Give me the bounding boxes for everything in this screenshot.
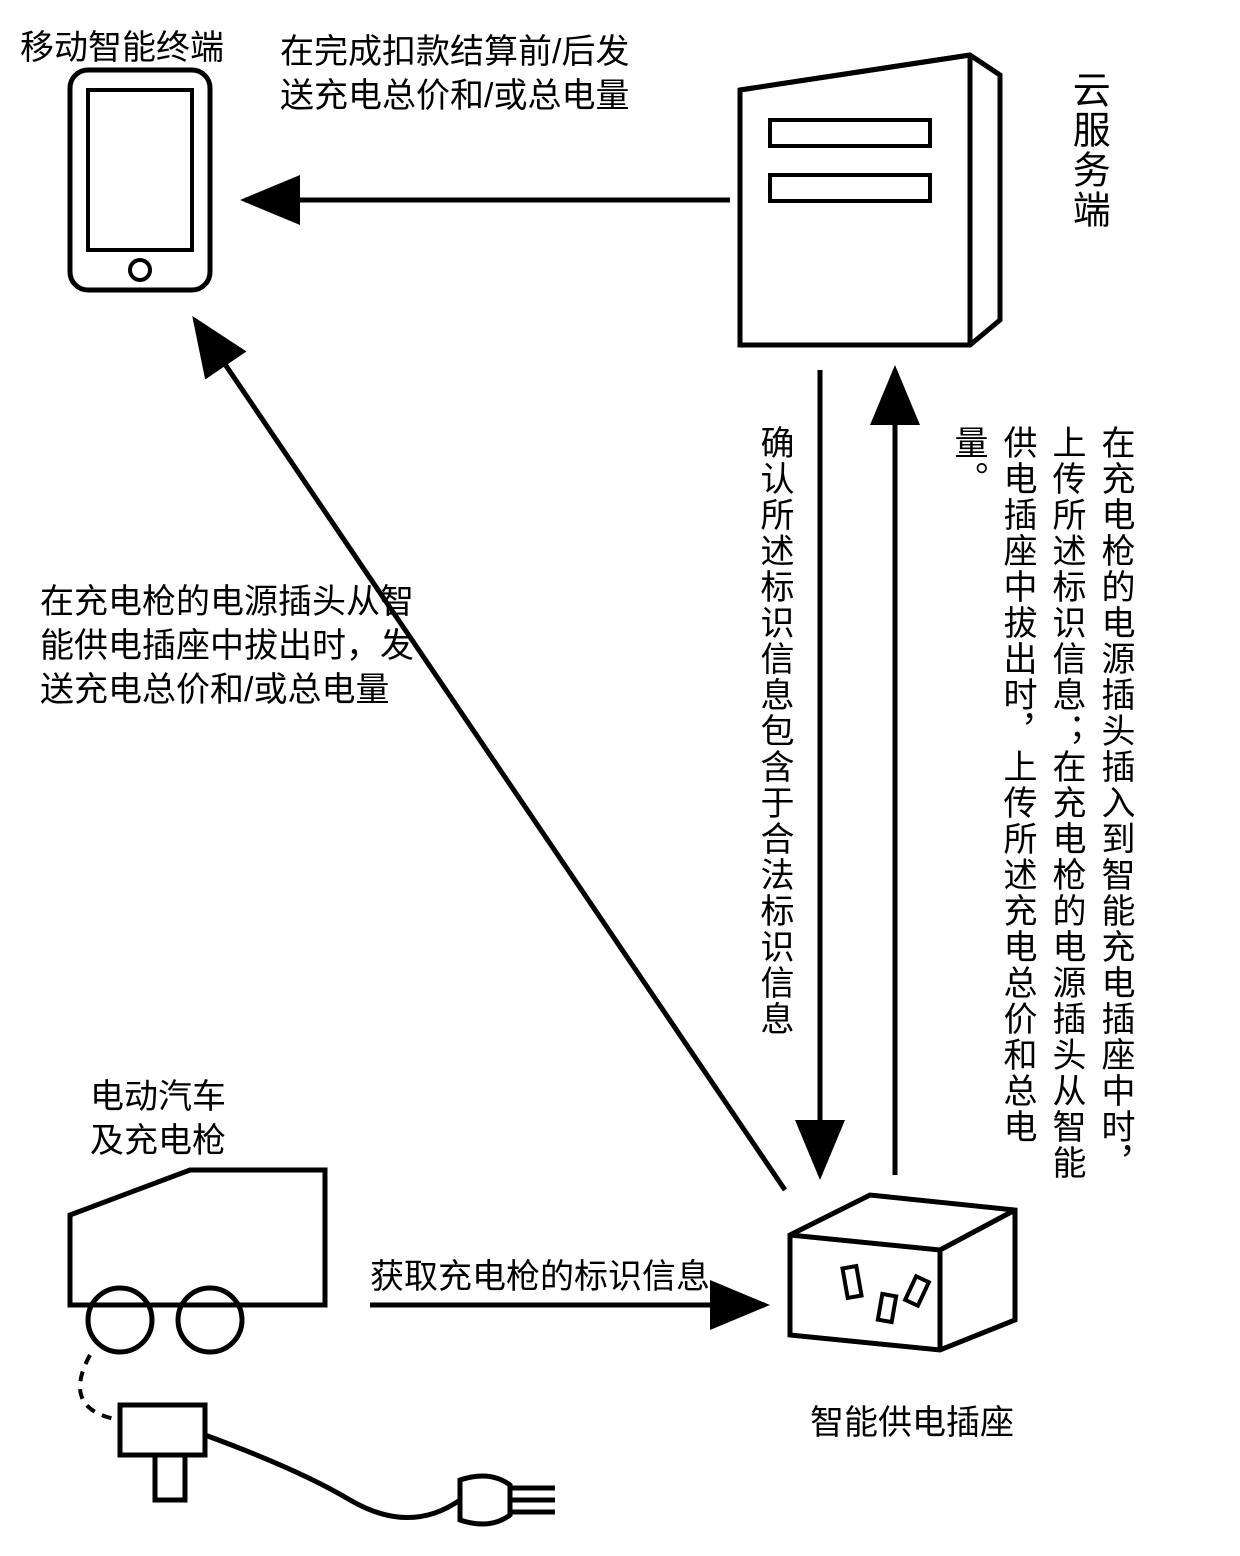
smart-socket-icon bbox=[790, 1195, 1015, 1350]
ev-car-icon bbox=[70, 1170, 555, 1524]
mobile-terminal-icon bbox=[70, 70, 210, 290]
cloud-label: 云服务端 bbox=[1060, 70, 1113, 230]
edge-socket-to-cloud-text: 在充电枪的电源插头插入到智能充电插座中时，上传所述标识信息；在充电枪的电源插头从… bbox=[940, 425, 1140, 1185]
edge-cloud-to-terminal-text: 在完成扣款结算前/后发送充电总价和/或总电量 bbox=[280, 30, 660, 118]
terminal-label: 移动智能终端 bbox=[20, 20, 224, 69]
edge-car-to-socket-text: 获取充电枪的标识信息 bbox=[370, 1255, 770, 1299]
edge-socket-to-terminal-text: 在充电枪的电源插头从智能供电插座中拔出时，发送充电总价和/或总电量 bbox=[40, 580, 420, 713]
edge-cloud-to-socket-text: 确认所述标识信息包含于合法标识信息 bbox=[750, 425, 799, 1145]
socket-label: 智能供电插座 bbox=[810, 1395, 1014, 1444]
car-label: 电动汽车及充电枪 bbox=[90, 1075, 250, 1163]
arrow-socket-to-terminal bbox=[195, 320, 785, 1190]
cloud-server-icon bbox=[740, 55, 1000, 345]
